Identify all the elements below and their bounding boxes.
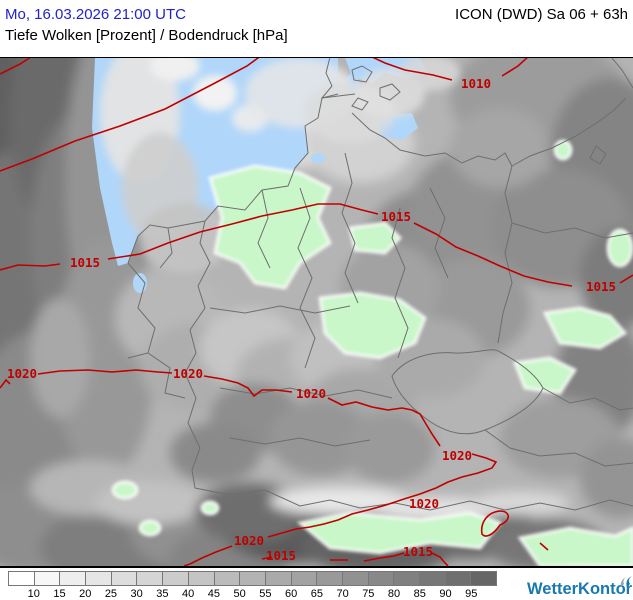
legend-tick-55: 55 bbox=[259, 588, 272, 600]
isobar-label-1015: 1015 bbox=[69, 254, 101, 270]
logo-text: WetterKontor bbox=[527, 580, 633, 598]
legend-tick-75: 75 bbox=[362, 588, 375, 600]
header-row: Mo, 16.03.2026 21:00 UTC ICON (DWD) Sa 0… bbox=[5, 6, 628, 24]
isobar-label-1010: 1010 bbox=[460, 75, 492, 91]
legend-cell-10 bbox=[265, 572, 292, 585]
legend-tick-10: 10 bbox=[27, 588, 40, 600]
legend-tick-25: 25 bbox=[104, 588, 118, 600]
legend-tick-50: 50 bbox=[233, 588, 246, 600]
legend-tick-90: 90 bbox=[439, 588, 452, 600]
isobar-label-1015: 1015 bbox=[402, 543, 434, 559]
legend-cell-17 bbox=[445, 572, 472, 585]
cloud-cover-legend: 10 15 20 25 30 35 40 45 50 55 60 65 70 75 80 85 90 95 bbox=[8, 571, 497, 600]
isobar-label-1020: 1020 bbox=[295, 385, 327, 401]
logo-swoosh-icon bbox=[620, 576, 633, 587]
isobar-label-1020: 1020 bbox=[408, 495, 440, 511]
legend-cell-12 bbox=[317, 572, 343, 585]
legend-cell-1 bbox=[34, 572, 61, 585]
legend-cell-11 bbox=[291, 572, 318, 585]
legend-tick-15: 15 bbox=[53, 588, 66, 600]
legend-cell-8 bbox=[214, 572, 241, 585]
model-run-label: ICON (DWD) Sa 06 + 63h bbox=[455, 6, 628, 23]
isobar-label-1020: 1020 bbox=[6, 365, 38, 381]
wetterkontor-logo: WetterKontor bbox=[527, 576, 633, 599]
isobar-layer bbox=[0, 58, 633, 566]
weather-map: 1010 1015 1015 1015 1020 1020 1020 1020 1020 1020… bbox=[0, 57, 633, 568]
legend-tick-20: 20 bbox=[79, 588, 92, 600]
legend-cell-16 bbox=[420, 572, 446, 585]
isobar-label-1020: 1020 bbox=[233, 532, 265, 548]
isobar-label-1020: 1020 bbox=[172, 365, 204, 381]
weather-map-canvas bbox=[0, 58, 633, 566]
legend-cell-3 bbox=[86, 572, 112, 585]
legend-cell-13 bbox=[342, 572, 369, 585]
legend-cell-2 bbox=[60, 572, 87, 585]
legend-color-bar bbox=[8, 571, 497, 586]
legend-cell-5 bbox=[137, 572, 164, 585]
legend-cell-15 bbox=[394, 572, 420, 585]
isobar-label-1015: 1015 bbox=[380, 208, 412, 224]
valid-datetime: Mo, 16.03.2026 21:00 UTC bbox=[5, 6, 186, 23]
legend-tick-80: 80 bbox=[387, 588, 401, 600]
legend-cell-9 bbox=[240, 572, 266, 585]
legend-cell-18 bbox=[471, 572, 497, 585]
border-layer bbox=[127, 58, 633, 511]
map-parameter-title: Tiefe Wolken [Prozent] / Bodendruck [hPa… bbox=[5, 27, 288, 44]
legend-tick-85: 85 bbox=[413, 588, 426, 600]
isobar-label-1015: 1015 bbox=[265, 547, 297, 563]
legend-tick-35: 35 bbox=[156, 588, 169, 600]
legend-cell-0 bbox=[9, 572, 35, 585]
legend-cell-7 bbox=[188, 572, 215, 585]
legend-tick-70: 70 bbox=[336, 588, 349, 600]
legend-tick-65: 65 bbox=[310, 588, 323, 600]
legend-tick-95: 95 bbox=[465, 588, 478, 600]
legend-tick-30: 30 bbox=[130, 588, 143, 600]
legend-cell-14 bbox=[368, 572, 395, 585]
legend-tick-60: 60 bbox=[284, 588, 298, 600]
clear-sky-layer bbox=[111, 139, 633, 566]
legend-cell-6 bbox=[163, 572, 189, 585]
legend-tick-45: 45 bbox=[207, 588, 221, 600]
isobar-label-1020: 1020 bbox=[441, 447, 473, 463]
isobar-label-1015: 1015 bbox=[585, 278, 617, 294]
legend-cell-4 bbox=[111, 572, 138, 585]
legend-tick-40: 40 bbox=[182, 588, 195, 600]
